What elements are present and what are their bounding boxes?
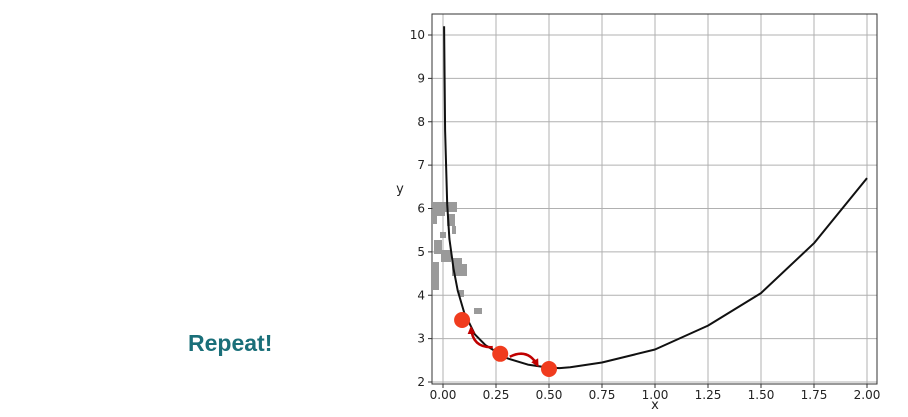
noise-block-1 (445, 202, 457, 212)
y-tick-label-4: 6 (417, 202, 425, 216)
point-0 (454, 311, 471, 328)
arrows-layer (467, 325, 539, 368)
x-tick-label-6: 1.50 (748, 388, 775, 402)
x-tick-label-0: 0.00 (430, 388, 457, 402)
axis-ticks: 0.00 0.25 0.50 0.75 1.00 1.25 1.50 1.75 2.00 2 3 4 5… (410, 28, 881, 402)
point-2 (541, 360, 557, 377)
grid (432, 14, 877, 384)
noise-block-8 (459, 290, 464, 297)
x-tick-label-7: 1.75 (801, 388, 828, 402)
noise-block-12 (452, 226, 456, 234)
noise-block-3 (434, 240, 442, 254)
arrow-1 (509, 352, 539, 368)
x-tick-label-1: 0.25 (483, 388, 510, 402)
noise-block-7 (457, 264, 467, 276)
x-tick-label-2: 0.50 (536, 388, 563, 402)
noise-block-2 (447, 214, 455, 226)
noise-block-9 (474, 308, 482, 314)
x-axis-label: x (651, 398, 659, 413)
noise-artifacts (432, 202, 482, 314)
y-axis-label: y (396, 182, 404, 197)
point-1 (492, 345, 509, 362)
series-line-0 (443, 26, 868, 370)
y-tick-label-6: 8 (417, 115, 425, 129)
y-tick-label-0: 2 (417, 375, 425, 389)
points-layer (454, 311, 557, 377)
y-tick-label-3: 5 (417, 245, 425, 259)
y-tick-label-5: 7 (417, 158, 425, 172)
noise-block-11 (432, 216, 437, 224)
y-tick-label-2: 4 (417, 288, 425, 302)
x-tick-label-5: 1.25 (695, 388, 722, 402)
x-tick-label-3: 0.75 (589, 388, 616, 402)
repeat-label: Repeat! (188, 330, 273, 356)
arrow-0 (467, 325, 493, 349)
x-tick-label-8: 2.00 (854, 388, 881, 402)
y-tick-label-7: 9 (417, 71, 425, 85)
noise-block-10 (440, 232, 446, 238)
y-tick-label-1: 3 (417, 332, 425, 346)
x-tick-label-4: 1.00 (642, 388, 669, 402)
noise-block-0 (433, 202, 445, 216)
y-tick-label-8: 10 (410, 28, 425, 42)
noise-block-4 (441, 250, 451, 262)
series-layer (443, 26, 868, 370)
noise-block-5 (433, 262, 439, 290)
